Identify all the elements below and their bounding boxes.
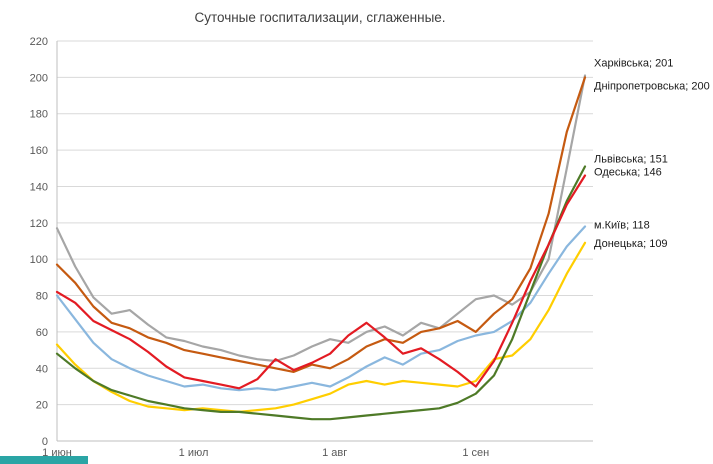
x-axis-tick-label: 1 сен: [462, 447, 489, 459]
chart-title: Суточные госпитализации, сглаженные.: [194, 10, 446, 25]
series-end-label-3: Одеська; 146: [594, 167, 662, 179]
series-line-0: [55, 74, 587, 363]
y-axis-tick-label: 0: [42, 436, 48, 448]
y-axis-tick-label: 220: [30, 36, 48, 48]
series-end-label-0: Харківська; 201: [594, 58, 673, 70]
series-end-label-4: м.Київ; 118: [594, 219, 650, 231]
series-line-2: [55, 165, 587, 421]
y-axis-tick-label: 200: [30, 72, 48, 84]
y-axis-tick-label: 180: [30, 109, 48, 121]
y-axis-tick-label: 80: [36, 291, 48, 303]
series-line-3: [55, 174, 587, 390]
x-axis-tick-label: 1 авг: [322, 447, 347, 459]
y-axis-tick-label: 120: [30, 218, 48, 230]
series-line-5: [55, 241, 587, 413]
series-end-label-2: Львівська; 151: [594, 153, 668, 165]
bottom-strip-decoration: [0, 456, 88, 464]
y-axis-tick-label: 140: [30, 181, 48, 193]
series-line-4: [55, 225, 587, 392]
series-end-label-5: Донецька; 109: [594, 238, 668, 250]
series-end-label-1: Дніпропетровська; 200: [594, 80, 710, 92]
y-axis-tick-label: 20: [36, 400, 48, 412]
x-axis-tick-label: 1 июл: [179, 447, 209, 459]
y-axis-tick-label: 60: [36, 327, 48, 339]
y-axis-tick-label: 100: [30, 254, 48, 266]
y-axis-tick-label: 40: [36, 363, 48, 375]
series-line-1: [55, 76, 587, 373]
y-axis-tick-label: 160: [30, 145, 48, 157]
